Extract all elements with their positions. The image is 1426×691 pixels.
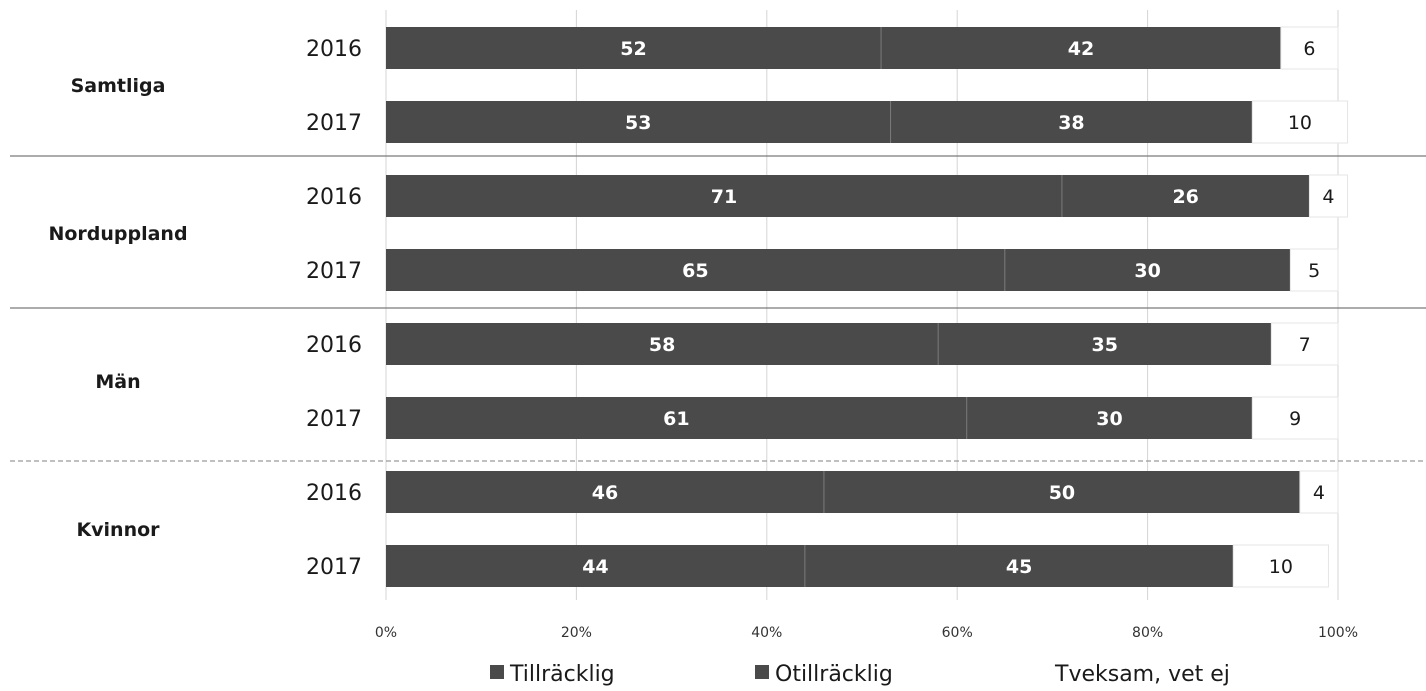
legend-swatch (490, 665, 504, 679)
data-label: 10 (1288, 112, 1312, 134)
year-label: 2016 (306, 37, 362, 62)
legend: Tillräcklig Otillräcklig Tveksam, vet ej (490, 662, 1230, 687)
data-label: 42 (1068, 38, 1094, 60)
group-label: Samtliga (71, 75, 166, 97)
data-label: 50 (1049, 482, 1075, 504)
year-label: 2016 (306, 333, 362, 358)
year-label: 2017 (306, 555, 362, 580)
data-label: 9 (1289, 408, 1301, 430)
x-axis-ticks: 0% 20% 40% 60% 80% 100% (375, 625, 1358, 641)
tick-label: 0% (375, 625, 397, 641)
tick-label: 100% (1318, 625, 1358, 641)
data-label: 44 (582, 556, 608, 578)
data-label: 10 (1269, 556, 1293, 578)
data-label: 53 (625, 112, 651, 134)
data-label: 26 (1172, 186, 1198, 208)
legend-swatch (755, 665, 769, 679)
data-label: 6 (1303, 38, 1315, 60)
group-label: Män (95, 371, 140, 393)
group-label: Norduppland (48, 223, 187, 245)
year-label: 2016 (306, 185, 362, 210)
legend-label: Tveksam, vet ej (1054, 662, 1230, 687)
data-label: 5 (1308, 260, 1320, 282)
year-label: 2017 (306, 259, 362, 284)
data-label: 38 (1058, 112, 1084, 134)
tick-label: 80% (1132, 625, 1163, 641)
tick-label: 20% (561, 625, 592, 641)
data-label: 4 (1322, 186, 1334, 208)
data-label: 46 (592, 482, 618, 504)
data-label: 58 (649, 334, 675, 356)
data-label: 30 (1134, 260, 1160, 282)
data-label: 65 (682, 260, 708, 282)
data-label: 45 (1006, 556, 1032, 578)
data-label: 7 (1299, 334, 1311, 356)
year-label: 2016 (306, 481, 362, 506)
data-label: 35 (1092, 334, 1118, 356)
year-label: 2017 (306, 407, 362, 432)
group-label: Kvinnor (76, 519, 160, 541)
tick-label: 40% (751, 625, 782, 641)
data-label: 52 (620, 38, 646, 60)
data-label: 61 (663, 408, 689, 430)
tick-label: 60% (942, 625, 973, 641)
bars (386, 27, 1348, 587)
data-label: 4 (1313, 482, 1325, 504)
year-label: 2017 (306, 111, 362, 136)
data-label: 71 (711, 186, 737, 208)
legend-label: Tillräcklig (509, 662, 615, 687)
legend-label: Otillräcklig (775, 662, 893, 687)
data-label: 30 (1096, 408, 1122, 430)
